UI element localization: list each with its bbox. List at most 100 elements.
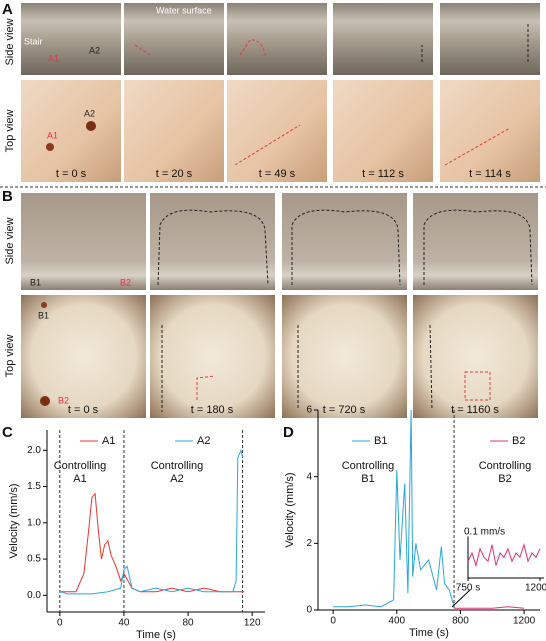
photo [440,80,540,182]
x-axis-label: Time (s) [136,629,176,641]
robot [86,121,96,131]
inset-tick-label: 750 s [456,583,480,594]
y-tick-label: 0.5 [27,554,41,565]
robot [40,396,50,406]
legend-label: A2 [197,435,210,447]
robot [41,302,47,308]
photo [333,80,433,182]
x-tick-label: 400 [388,616,405,627]
photo [413,295,538,418]
photo [124,80,224,182]
y-tick-label: 1.0 [27,517,41,528]
annotation: Stair [24,36,43,46]
trajectory [291,209,401,286]
annotation: B2 [498,473,511,485]
row-label: Side view [4,217,16,264]
annotation: A2 [84,108,95,118]
photo [413,193,538,290]
x-tick-label: 40 [118,618,130,629]
y-tick-label: 1.5 [27,481,41,492]
annotation: A1 [47,130,58,140]
annotation: Controlling [151,460,204,472]
y-tick-label: 4 [306,471,312,482]
annotation: Water surface [156,5,212,15]
photo [150,295,275,418]
annotation: Controlling [342,460,395,472]
photo [333,3,433,75]
photos [0,3,546,418]
robot [46,143,54,151]
row-label: Top view [4,110,16,153]
annotation: Controlling [54,460,107,472]
row-label: Top view [4,335,16,378]
time-label: t = 180 s [191,404,234,416]
photo [282,295,407,418]
x-axis-label: Time (s) [409,627,449,639]
y-tick-label: 0.0 [27,590,41,601]
time-label: t = 20 s [156,168,193,180]
x-tick-label: 0 [330,616,336,627]
time-label: t = 49 s [259,168,296,180]
series-line [59,448,244,595]
photo [21,193,146,290]
trajectory [234,124,301,166]
pointer [451,589,471,608]
x-tick-label: 120 [244,618,261,629]
y-tick-label: 0 [306,605,312,616]
y-axis-label: Velocity (mm/s) [8,483,20,558]
x-tick-label: 80 [182,618,194,629]
annotation: B1 [361,473,374,485]
trajectory [134,44,151,56]
annotation: A2 [89,45,100,55]
photo [440,3,540,75]
time-label: t = 112 s [362,168,404,180]
annotation: Controlling [479,460,532,472]
photo [227,3,327,75]
series-line [454,606,525,609]
series-line [333,409,455,608]
legend-label: B1 [374,435,387,447]
photo [282,193,407,290]
legend-label: B2 [512,435,525,447]
photo [124,3,224,75]
trajectory [429,324,433,411]
annotation: B1 [38,310,49,320]
trajectory [464,371,491,401]
annotation: B2 [120,277,131,287]
trajectory [239,39,267,59]
annotation: B2 [58,395,69,405]
x-tick-label: 800 [452,616,469,627]
time-label: t = 114 s [469,168,511,180]
annotation: A1 [48,53,59,63]
photo [21,80,121,182]
panel-letter: B [2,188,13,205]
trajectory [423,209,533,286]
annotation: B1 [30,277,41,287]
row-label: Side view [4,18,16,65]
x-tick-label: 1200 [513,616,536,627]
inset-line [467,542,541,568]
y-axis-label: Velocity (mm/s) [284,472,296,547]
photo [21,3,121,75]
legend-label: A1 [102,435,115,447]
labels: A Side view Top view Water surface Stair… [2,1,511,416]
photo [227,80,327,182]
time-label: t = 1160 s [451,404,499,416]
panel-letter: A [2,1,13,18]
photo [150,193,275,290]
series-line [59,492,245,593]
panel-letter: D [283,424,294,441]
annotation: A2 [170,473,183,485]
inset-tick-label: 1200 s [525,583,546,594]
panel-letter: C [2,424,13,441]
y-tick-label: 2 [306,538,312,549]
y-tick-label: 6 [306,405,312,416]
time-label: t = 0 s [56,168,87,180]
time-label: t = 0 s [68,404,99,416]
x-tick-label: 0 [57,618,63,629]
trajectory [157,209,269,286]
time-label: t = 720 s [323,404,366,416]
scale-label: 0.1 mm/s [464,527,505,538]
y-tick-label: 2.0 [27,445,41,456]
